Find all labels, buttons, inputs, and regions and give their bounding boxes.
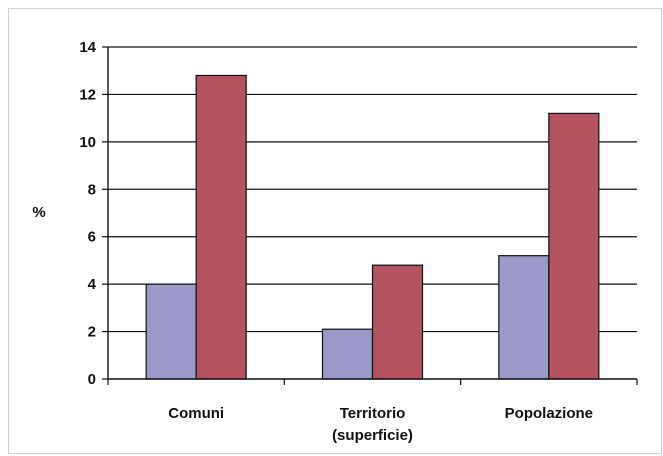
y-tick-label: 12 (79, 86, 96, 103)
y-tick-label: 4 (88, 276, 97, 293)
y-tick-label: 10 (79, 134, 96, 151)
bar-series-1 (145, 283, 197, 380)
bar-series-2 (548, 112, 600, 380)
category-label: Popolazione (505, 405, 593, 422)
category-label: Territorio (340, 405, 406, 422)
category-label: Comuni (168, 405, 224, 422)
y-tick-labels: 0 2 4 6 8 10 12 14 (79, 39, 96, 388)
y-tick-label: 2 (88, 324, 96, 341)
bar-series-1 (321, 328, 374, 380)
y-tick-label: 0 (88, 371, 96, 388)
y-tick-label: 14 (79, 39, 96, 56)
y-tick-label: 6 (88, 229, 96, 246)
category-labels: Comuni Territorio (superficie) Popolazione (168, 405, 593, 444)
category-label: (superficie) (332, 427, 413, 444)
bar-series-2 (371, 264, 424, 380)
bar-series-1 (498, 255, 550, 380)
bars (145, 74, 600, 380)
y-tick-label: 8 (88, 181, 96, 198)
bar-series-2 (195, 74, 247, 380)
axes (102, 46, 638, 385)
y-axis-title: % (32, 204, 45, 221)
